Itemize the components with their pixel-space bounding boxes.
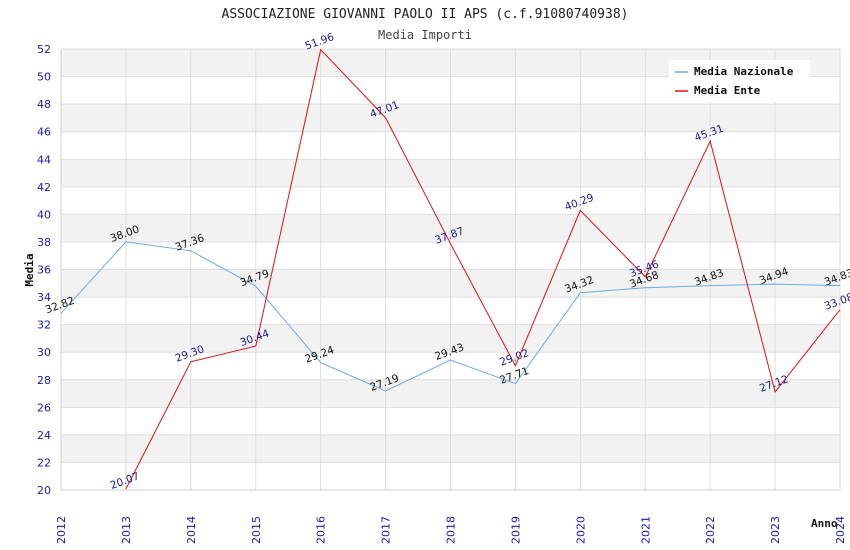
y-tick-label: 46 — [37, 126, 51, 139]
series-line-media-nazionale — [60, 241, 841, 392]
series-lines — [60, 48, 841, 490]
x-tick-label: 2015 — [250, 516, 263, 544]
legend-box — [669, 60, 810, 102]
x-tick-label: 2013 — [120, 516, 133, 544]
x-tick-label: 2017 — [380, 516, 393, 544]
legend-label-media-nazionale: Media Nazionale — [694, 65, 794, 78]
y-tick-label: 34 — [37, 291, 51, 304]
y-tick-label: 20 — [37, 484, 51, 497]
y-tick-label: 40 — [37, 208, 51, 221]
y-tick-label: 24 — [37, 429, 51, 442]
x-tick-label: 2022 — [704, 516, 717, 544]
x-tick-label: 2024 — [834, 516, 847, 544]
x-tick-label: 2018 — [445, 516, 458, 544]
x-tick-label: 2019 — [509, 516, 522, 544]
y-tick-label: 48 — [37, 98, 51, 111]
y-tick-label: 26 — [37, 401, 51, 414]
y-tick-label: 30 — [37, 346, 51, 359]
legend-label-media-ente: Media Ente — [694, 84, 761, 97]
gridlines — [60, 48, 841, 491]
y-tick-label: 38 — [37, 236, 51, 249]
y-axis-label: Media — [23, 253, 36, 286]
x-tick-label: 2014 — [185, 516, 198, 544]
x-tick-label: 2023 — [769, 516, 782, 544]
x-tick-label: 2016 — [315, 516, 328, 544]
chart-subtitle: Media Importi — [378, 28, 472, 42]
y-tick-label: 32 — [37, 319, 51, 332]
x-tick-label: 2021 — [639, 516, 652, 544]
y-tick-label: 44 — [37, 153, 51, 166]
x-tick-label: 2012 — [55, 516, 68, 544]
y-tick-label: 22 — [37, 456, 51, 469]
y-axis-ticks: 20 22 24 26 28 30 32 34 36 38 40 42 44 46 48 50 52 — [37, 43, 51, 497]
x-axis-label: Anno — [811, 517, 838, 530]
y-tick-label: 42 — [37, 181, 51, 194]
y-tick-label: 50 — [37, 71, 51, 84]
chart-title: ASSOCIAZIONE GIOVANNI PAOLO II APS (c.f.… — [222, 7, 629, 22]
legend: Media Nazionale Media Ente — [669, 60, 810, 102]
y-tick-label: 52 — [37, 43, 51, 56]
x-axis-ticks: 2012 2013 2014 2015 2016 2017 2018 2019 2020 2021… — [55, 516, 847, 544]
y-tick-label: 28 — [37, 374, 51, 387]
x-tick-label: 2020 — [574, 516, 587, 544]
y-tick-label: 36 — [37, 264, 51, 277]
series-line-media-ente — [125, 48, 841, 490]
